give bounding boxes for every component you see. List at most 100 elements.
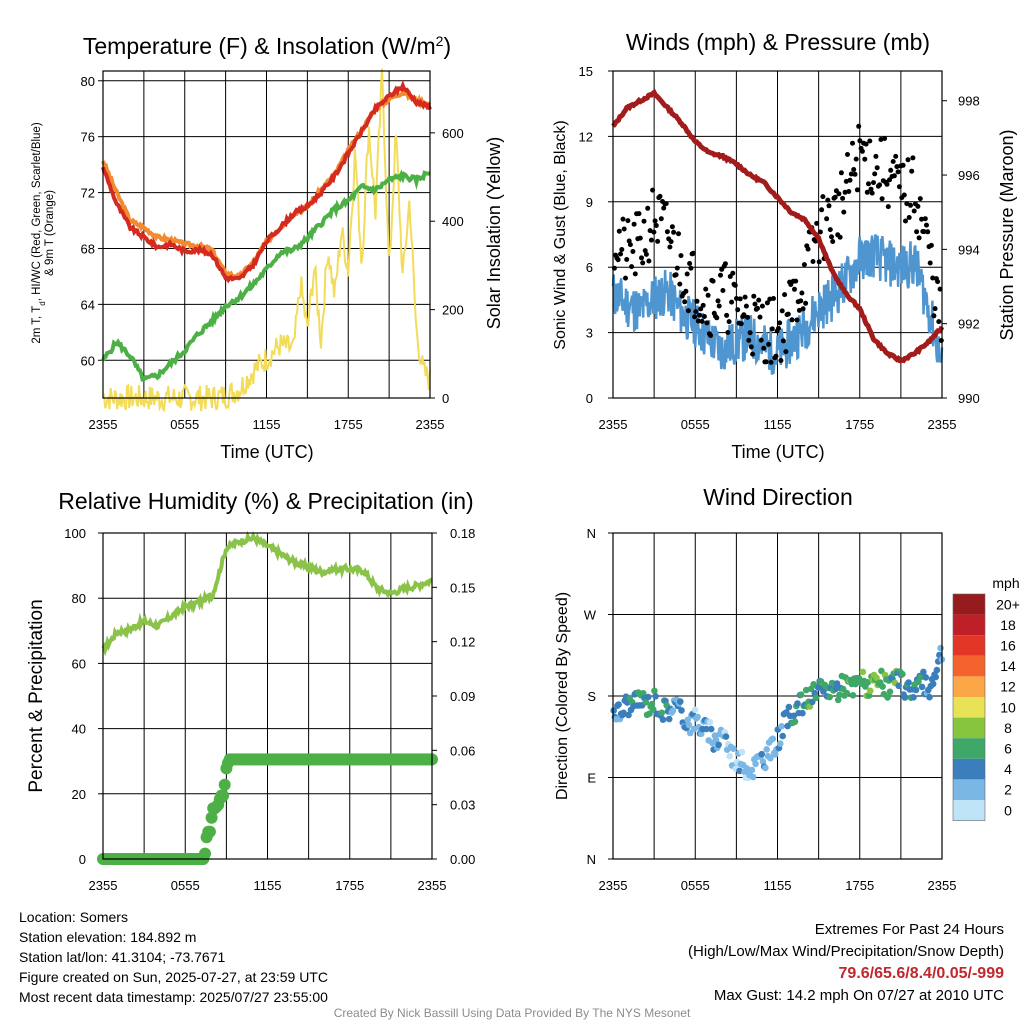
legend-label: 12 bbox=[1000, 679, 1016, 695]
direction-point bbox=[867, 687, 874, 695]
direction-point bbox=[767, 754, 774, 762]
direction-point bbox=[895, 682, 902, 690]
humidity-title: Relative Humidity (%) & Precipitation (i… bbox=[58, 488, 473, 514]
extremes-legend: (High/Low/Max Wind/Precipitation/Snow De… bbox=[688, 943, 1004, 960]
precip-ytick-label: 0.06 bbox=[450, 743, 475, 758]
gust-point bbox=[874, 165, 880, 171]
gust-point bbox=[789, 317, 795, 323]
gust-point bbox=[882, 136, 888, 141]
gust-point bbox=[863, 141, 869, 147]
rh-xtick-label: 0555 bbox=[171, 878, 200, 893]
legend-swatch bbox=[953, 635, 985, 656]
direction-point bbox=[859, 668, 867, 676]
gust-point bbox=[885, 204, 891, 210]
direction-point bbox=[685, 721, 693, 729]
temp-frame bbox=[102, 70, 431, 399]
legend-swatch bbox=[953, 614, 985, 636]
gust-point bbox=[872, 171, 878, 177]
gust-point bbox=[616, 228, 622, 234]
gust-point bbox=[853, 156, 859, 162]
gust-point bbox=[927, 260, 933, 266]
elevation-text: Station elevation: 184.892 m bbox=[19, 929, 197, 945]
gust-point bbox=[758, 337, 764, 343]
temp-ytick-label: 72 bbox=[81, 186, 95, 201]
direction-point bbox=[615, 701, 622, 708]
gust-point bbox=[928, 242, 934, 248]
gust-point bbox=[718, 272, 723, 278]
temperature-plot-area: 60 64 68 72 76 80 0 200 400 600 2355 0555 1155 1755 23… bbox=[81, 68, 464, 432]
gust-point bbox=[848, 171, 854, 177]
gust-point bbox=[741, 312, 747, 318]
legend-swatch bbox=[953, 758, 985, 780]
gust-point bbox=[914, 229, 920, 235]
solar-ytick-label: 200 bbox=[442, 303, 464, 318]
rh-xtick-label: 2355 bbox=[89, 878, 118, 893]
gust-point bbox=[938, 338, 944, 343]
gust-point bbox=[752, 301, 758, 307]
gust-point bbox=[916, 235, 922, 241]
gust-point bbox=[716, 303, 722, 309]
direction-point bbox=[901, 694, 909, 701]
gust-point bbox=[937, 286, 943, 292]
direction-point bbox=[684, 716, 691, 724]
direction-point bbox=[791, 718, 799, 725]
gust-point bbox=[653, 223, 659, 228]
gust-point bbox=[632, 271, 638, 277]
gust-point bbox=[854, 187, 860, 193]
direction-point bbox=[748, 766, 756, 774]
gust-point bbox=[751, 293, 757, 299]
gust-point bbox=[932, 306, 938, 312]
gust-point bbox=[730, 270, 736, 276]
gust-point bbox=[780, 338, 786, 344]
rh-xtick-label: 1755 bbox=[335, 878, 364, 893]
gust-point bbox=[636, 211, 642, 217]
gust-point bbox=[905, 157, 911, 163]
gust-point bbox=[836, 191, 842, 197]
wind-xtick-label: 1155 bbox=[764, 417, 792, 432]
wind-ytick-label: 9 bbox=[586, 195, 593, 210]
gust-point bbox=[746, 337, 752, 343]
wind-ytick-label: 15 bbox=[579, 64, 593, 79]
direction-point bbox=[649, 706, 657, 713]
legend-label: 18 bbox=[1000, 617, 1016, 633]
gust-point bbox=[895, 169, 901, 175]
precip-ytick-label: 0.15 bbox=[450, 580, 475, 595]
gust-point bbox=[692, 314, 698, 320]
legend-label: 0 bbox=[1004, 802, 1012, 818]
legend-swatch bbox=[953, 697, 985, 718]
precip-ytick-label: 0.09 bbox=[450, 689, 475, 704]
temp-ytick-label: 64 bbox=[81, 297, 95, 312]
gust-point bbox=[619, 247, 625, 252]
gust-point bbox=[778, 358, 784, 363]
rh-ytick-label: 100 bbox=[64, 526, 86, 541]
wind-plot-area: 0 3 6 9 12 15 990 992 994 996 998 2355 0555 1155 1755 2… bbox=[579, 64, 980, 432]
direction-ylabel: Direction (Colored By Speed) bbox=[554, 592, 571, 800]
precip-ytick-label: 0.00 bbox=[450, 852, 475, 867]
pressure-ytick-label: 990 bbox=[958, 391, 980, 406]
direction-point bbox=[836, 691, 843, 699]
pressure-ylabel: Station Pressure (Maroon) bbox=[997, 129, 1017, 340]
legend-label: 4 bbox=[1004, 761, 1012, 777]
gust-point bbox=[642, 248, 648, 254]
gust-point bbox=[705, 292, 711, 298]
direction-point bbox=[665, 715, 673, 723]
gust-point bbox=[841, 209, 847, 215]
gust-point bbox=[677, 281, 683, 287]
direction-point bbox=[879, 683, 886, 690]
legend-label: 16 bbox=[1000, 638, 1016, 654]
gust-point bbox=[669, 224, 675, 230]
direction-point bbox=[726, 752, 733, 760]
rh-ytick-label: 20 bbox=[72, 787, 86, 802]
gust-point bbox=[768, 359, 774, 365]
gust-point bbox=[779, 308, 785, 314]
gust-point bbox=[694, 298, 700, 304]
gust-point bbox=[755, 305, 760, 311]
legend-label: 8 bbox=[1004, 720, 1012, 736]
direction-point bbox=[772, 751, 779, 758]
gust-point bbox=[729, 299, 735, 305]
gust-point bbox=[910, 155, 916, 161]
direction-point bbox=[797, 691, 805, 698]
gust-point bbox=[624, 257, 630, 262]
